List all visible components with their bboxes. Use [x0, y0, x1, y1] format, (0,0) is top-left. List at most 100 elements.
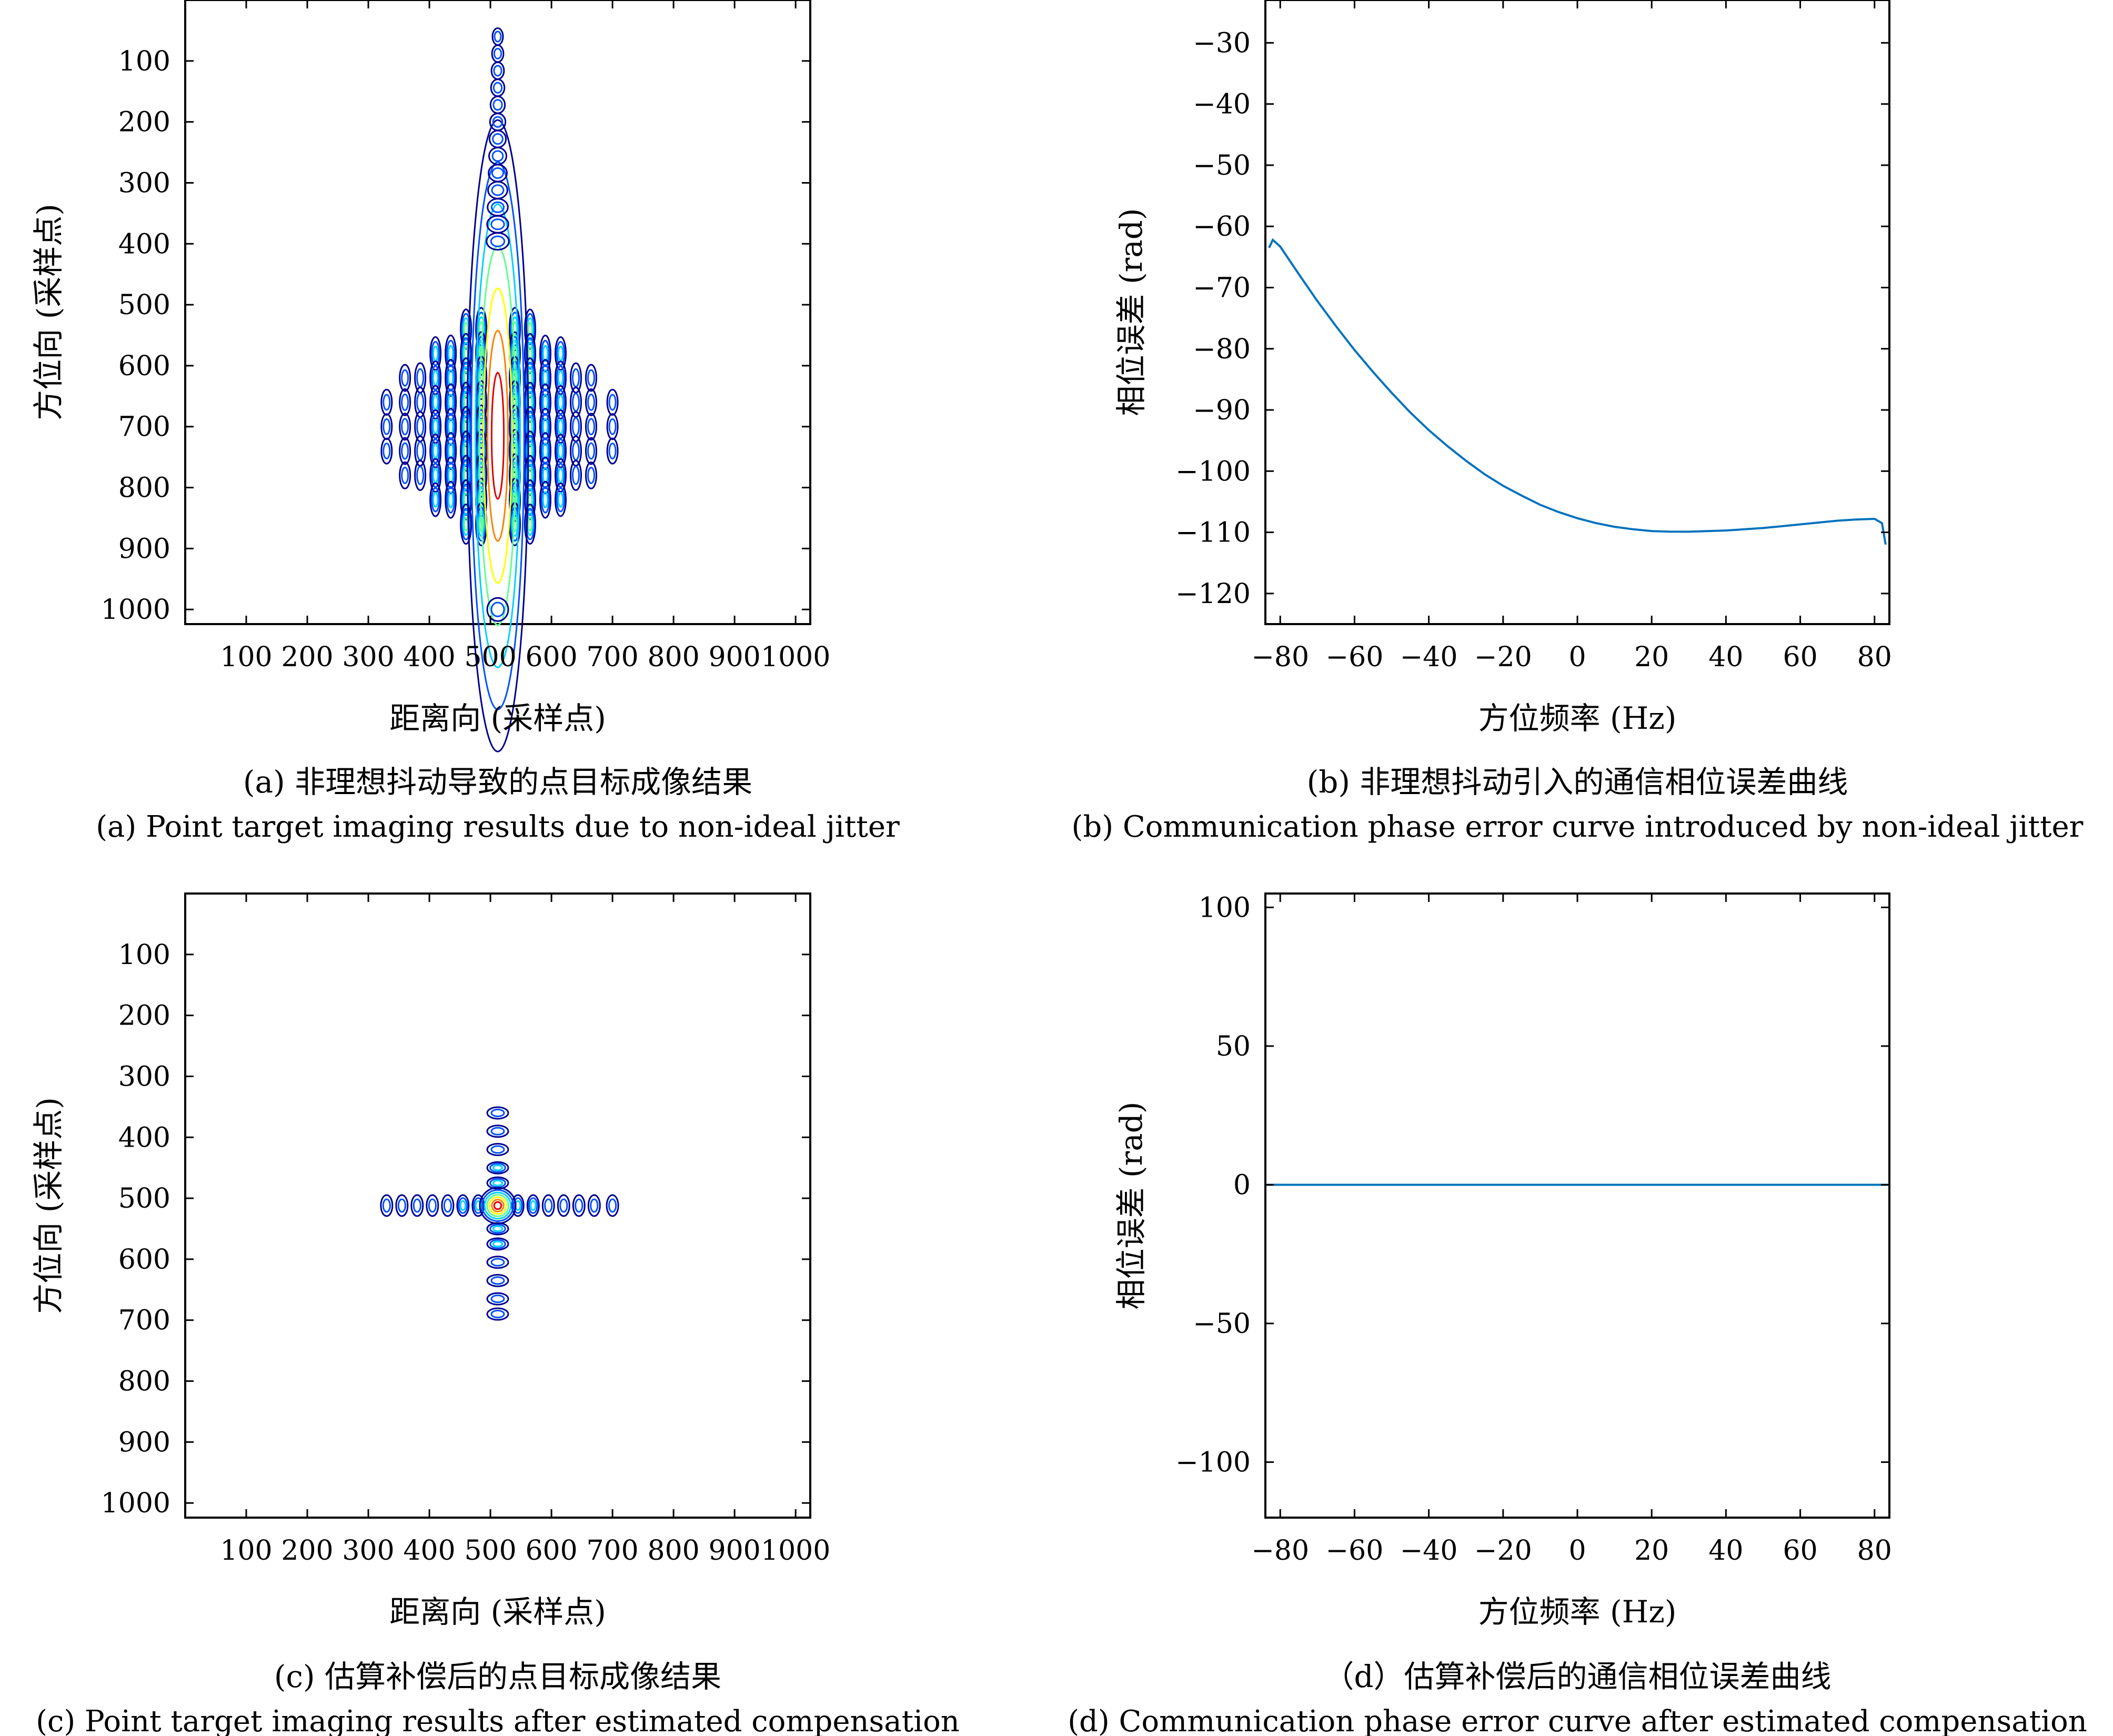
range-sidelobe	[527, 322, 533, 337]
x-tick-label: 600	[525, 1535, 577, 1567]
azimuth-sidelobe	[486, 1307, 509, 1321]
range-sidelobe	[445, 359, 457, 397]
panel-c: 100 200 300 400 500 600 700 800 900 1000100200300…	[31, 892, 960, 1736]
panel-c-xlabel: 距离向 (采样点)	[389, 1594, 606, 1630]
range-sidelobe	[445, 432, 457, 470]
range-sidelobe	[570, 459, 582, 491]
range-sidelobe	[556, 414, 566, 439]
range-sidelobe	[401, 418, 409, 436]
x-tick-label: 20	[1634, 641, 1669, 673]
range-sidelobe	[572, 1194, 586, 1217]
azimuth-sidelobe	[492, 1225, 504, 1232]
upper-spike-lobe	[491, 184, 505, 196]
panel-b-ylabel: 相位误差 (rad)	[1113, 208, 1149, 416]
range-sidelobe	[539, 456, 551, 495]
range-sidelobe	[540, 486, 550, 514]
range-sidelobe	[429, 434, 442, 468]
range-sidelobe	[446, 461, 456, 489]
range-sidelobe	[525, 435, 535, 467]
range-sidelobe	[524, 504, 536, 545]
y-tick-label: 400	[118, 228, 170, 260]
x-tick-label: 60	[1783, 1535, 1817, 1567]
range-sidelobe	[458, 1197, 468, 1214]
range-sidelobe	[443, 1198, 452, 1213]
x-tick-label: 40	[1708, 641, 1743, 673]
range-sidelobe	[441, 1194, 455, 1217]
panel-b-ticks: −80 −60 −40 −20 0 20 40 60 80−30−40−50−60−70−80−…	[1175, 0, 1892, 673]
main-peak	[491, 1199, 505, 1212]
y-tick-label: 200	[118, 107, 170, 138]
range-sidelobe	[380, 388, 393, 416]
x-tick-label: −40	[1400, 1535, 1458, 1567]
y-tick-label: −90	[1193, 395, 1251, 426]
main-peak	[479, 1187, 517, 1225]
main-column	[482, 287, 513, 584]
x-tick-label: 100	[220, 641, 272, 673]
azimuth-sidelobe	[486, 1273, 509, 1287]
range-sidelobe	[587, 418, 596, 436]
range-sidelobe	[416, 465, 425, 485]
x-tick-label: 500	[464, 1535, 516, 1567]
range-sidelobe	[525, 484, 535, 516]
range-sidelobe	[557, 467, 564, 484]
range-sidelobe	[572, 393, 580, 412]
range-sidelobe	[383, 418, 391, 435]
range-sidelobe	[570, 386, 582, 418]
x-tick-label: 700	[586, 1535, 638, 1567]
range-sidelobe	[540, 339, 550, 367]
y-tick-label: 100	[1199, 892, 1251, 924]
azimuth-sidelobe	[490, 1127, 505, 1136]
range-sidelobe	[432, 418, 439, 435]
range-sidelobe	[447, 418, 454, 435]
panel-c-axes-frame	[184, 892, 811, 1519]
range-sidelobe	[446, 339, 456, 367]
range-sidelobe	[540, 437, 550, 465]
y-tick-label: 200	[118, 1000, 170, 1032]
x-tick-label: 60	[1783, 641, 1817, 673]
range-sidelobe	[556, 365, 566, 390]
range-sidelobe	[540, 461, 550, 489]
y-tick-label: −100	[1175, 456, 1251, 487]
range-sidelobe	[554, 483, 567, 517]
range-sidelobe	[608, 443, 617, 459]
range-sidelobe	[446, 364, 456, 392]
y-tick-label: 500	[118, 1183, 170, 1215]
y-tick-label: 600	[118, 350, 170, 382]
range-sidelobe	[461, 410, 471, 443]
y-tick-label: −120	[1175, 578, 1251, 610]
x-tick-label: 600	[525, 641, 577, 673]
range-sidelobe	[445, 456, 457, 495]
range-sidelobe	[380, 413, 393, 440]
upper-spike-lobe	[492, 116, 504, 128]
range-sidelobe	[399, 461, 411, 489]
azimuth-sidelobe	[486, 1237, 509, 1251]
range-sidelobe	[525, 337, 535, 370]
range-sidelobe	[570, 435, 582, 467]
bottom-lobe	[486, 597, 509, 622]
panel-d-caption-en: (d) Communication phase error curve afte…	[1068, 1704, 2087, 1736]
azimuth-sidelobe	[486, 1161, 509, 1175]
main-column	[490, 372, 505, 500]
range-sidelobe	[587, 394, 596, 411]
range-sidelobe	[461, 484, 471, 516]
range-sidelobe	[461, 435, 471, 467]
main-peak	[486, 1194, 509, 1217]
panel-a-contour-plot	[380, 27, 619, 752]
range-sidelobe	[526, 1194, 540, 1217]
range-sidelobe	[554, 434, 567, 468]
range-sidelobe	[557, 394, 564, 410]
azimuth-sidelobe	[486, 1106, 509, 1120]
range-sidelobe	[572, 368, 580, 388]
azimuth-sidelobe	[492, 1240, 504, 1248]
range-sidelobe	[524, 479, 536, 520]
range-sidelobe	[585, 461, 598, 489]
range-sidelobe	[524, 308, 536, 350]
range-sidelobe	[557, 345, 564, 362]
panel-b: −80 −60 −40 −20 0 20 40 60 80−30−40−50−60−70−80−…	[1072, 0, 2084, 844]
range-sidelobe	[383, 443, 391, 459]
range-sidelobe	[540, 388, 550, 416]
bottom-lobe	[490, 601, 505, 617]
range-sidelobe	[542, 418, 549, 435]
upper-spike-lobe	[491, 167, 504, 179]
